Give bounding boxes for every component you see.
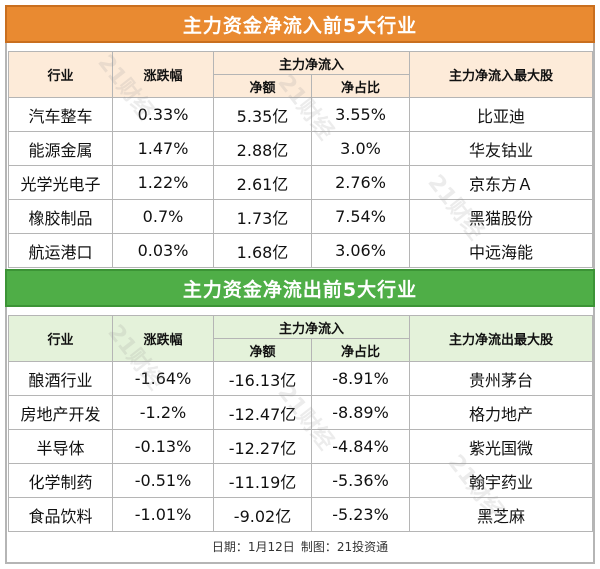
ratio-cell: 3.0% <box>310 131 411 166</box>
industry-cell: 航运港口 <box>8 233 113 268</box>
outflow-table: 行业 涨跌幅 主力净流入 主力净流出最大股 净额 净占比 酿酒行业 -1.64%… <box>8 315 594 532</box>
outflow-header-ratio: 净占比 <box>310 338 411 362</box>
stock-cell: 华友钴业 <box>409 131 594 166</box>
amount-cell: 1.73亿 <box>213 199 312 234</box>
inflow-header-ratio: 净占比 <box>310 74 411 98</box>
change-cell: -0.13% <box>112 429 214 464</box>
inflow-header-row: 行业 涨跌幅 主力净流入 主力净流入最大股 <box>8 51 594 98</box>
stock-cell: 贵州茅台 <box>409 361 594 396</box>
table-row: 半导体 -0.13% -12.27亿 -4.84% 紫光国微 <box>8 429 594 464</box>
change-cell: 0.03% <box>112 233 214 268</box>
amount-cell: -16.13亿 <box>213 361 312 396</box>
stock-cell: 比亚迪 <box>409 97 594 132</box>
amount-cell: 5.35亿 <box>213 97 312 132</box>
industry-cell: 能源金属 <box>8 131 113 166</box>
table-row: 房地产开发 -1.2% -12.47亿 -8.89% 格力地产 <box>8 395 594 430</box>
table-row: 橡胶制品 0.7% 1.73亿 7.54% 黑猫股份 <box>8 199 594 234</box>
change-cell: 1.22% <box>112 165 214 200</box>
industry-cell: 半导体 <box>8 429 113 464</box>
stock-cell: 格力地产 <box>409 395 594 430</box>
inflow-header-group: 主力净流入 <box>212 51 411 75</box>
amount-cell: -9.02亿 <box>213 497 312 532</box>
ratio-cell: -5.23% <box>310 497 411 532</box>
change-cell: 0.7% <box>112 199 214 234</box>
change-cell: -1.64% <box>112 361 214 396</box>
inflow-header-amount: 净额 <box>213 74 312 98</box>
ratio-cell: 7.54% <box>310 199 411 234</box>
table-row: 汽车整车 0.33% 5.35亿 3.55% 比亚迪 <box>8 97 594 132</box>
table-row: 食品饮料 -1.01% -9.02亿 -5.23% 黑芝麻 <box>8 497 594 532</box>
stock-cell: 黑芝麻 <box>409 497 594 532</box>
amount-cell: 1.68亿 <box>213 233 312 268</box>
change-cell: 1.47% <box>112 131 214 166</box>
industry-cell: 化学制药 <box>8 463 113 498</box>
change-cell: -1.2% <box>112 395 214 430</box>
ratio-cell: 2.76% <box>310 165 411 200</box>
industry-cell: 橡胶制品 <box>8 199 113 234</box>
ratio-cell: -5.36% <box>310 463 411 498</box>
outflow-header-group: 主力净流入 <box>212 315 411 339</box>
outflow-header-change: 涨跌幅 <box>112 315 214 362</box>
footer-date: 日期：1月12日 <box>211 539 295 554</box>
footer-credit: 制图：21投资通 <box>300 539 389 554</box>
ratio-cell: -8.89% <box>310 395 411 430</box>
stock-cell: 中远海能 <box>409 233 594 268</box>
stock-cell: 紫光国微 <box>409 429 594 464</box>
stock-cell: 黑猫股份 <box>409 199 594 234</box>
industry-cell: 房地产开发 <box>8 395 113 430</box>
change-cell: 0.33% <box>112 97 214 132</box>
outflow-header-industry: 行业 <box>8 315 113 362</box>
footer-caption: 日期：1月12日 制图：21投资通 <box>5 533 595 559</box>
outflow-header-top-stock: 主力净流出最大股 <box>409 315 594 362</box>
table-row: 能源金属 1.47% 2.88亿 3.0% 华友钴业 <box>8 131 594 166</box>
table-row: 航运港口 0.03% 1.68亿 3.06% 中远海能 <box>8 233 594 268</box>
amount-cell: -11.19亿 <box>213 463 312 498</box>
ratio-cell: 3.06% <box>310 233 411 268</box>
amount-cell: -12.27亿 <box>213 429 312 464</box>
change-cell: -1.01% <box>112 497 214 532</box>
outflow-title: 主力资金净流出前5大行业 <box>5 269 595 307</box>
inflow-title: 主力资金净流入前5大行业 <box>5 5 595 43</box>
table-row: 化学制药 -0.51% -11.19亿 -5.36% 翰宇药业 <box>8 463 594 498</box>
outflow-header-row: 行业 涨跌幅 主力净流入 主力净流出最大股 <box>8 315 594 362</box>
inflow-table: 行业 涨跌幅 主力净流入 主力净流入最大股 净额 净占比 汽车整车 0.33% … <box>8 51 594 268</box>
outflow-header-amount: 净额 <box>213 338 312 362</box>
ratio-cell: -8.91% <box>310 361 411 396</box>
inflow-subheader-row: 净额 净占比 <box>9 74 593 98</box>
amount-cell: -12.47亿 <box>213 395 312 430</box>
amount-cell: 2.61亿 <box>213 165 312 200</box>
amount-cell: 2.88亿 <box>213 131 312 166</box>
inflow-header-change: 涨跌幅 <box>112 51 214 98</box>
industry-cell: 食品饮料 <box>8 497 113 532</box>
table-row: 光学光电子 1.22% 2.61亿 2.76% 京东方Ａ <box>8 165 594 200</box>
inflow-header-industry: 行业 <box>8 51 113 98</box>
ratio-cell: -4.84% <box>310 429 411 464</box>
outflow-subheader-row: 净额 净占比 <box>9 338 593 362</box>
table-row: 酿酒行业 -1.64% -16.13亿 -8.91% 贵州茅台 <box>8 361 594 396</box>
industry-cell: 酿酒行业 <box>8 361 113 396</box>
stock-cell: 京东方Ａ <box>409 165 594 200</box>
stock-cell: 翰宇药业 <box>409 463 594 498</box>
industry-cell: 光学光电子 <box>8 165 113 200</box>
change-cell: -0.51% <box>112 463 214 498</box>
ratio-cell: 3.55% <box>310 97 411 132</box>
inflow-header-top-stock: 主力净流入最大股 <box>409 51 594 98</box>
industry-cell: 汽车整车 <box>8 97 113 132</box>
